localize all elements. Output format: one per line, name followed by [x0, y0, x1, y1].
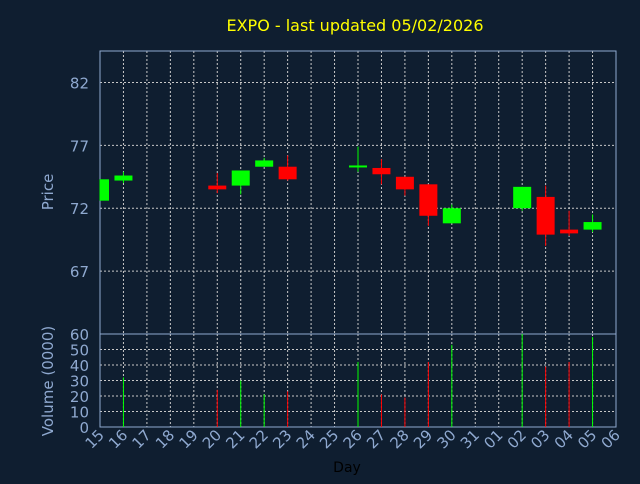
candle-body-26	[349, 165, 367, 168]
price-tick-label: 67	[70, 263, 89, 281]
candle-body-05	[583, 222, 602, 230]
candle-body-28	[395, 176, 414, 190]
candle-body-21	[231, 170, 250, 186]
volume-axis-label: Volume (0000)	[39, 326, 57, 436]
x-tick-label: 30	[433, 426, 459, 452]
price-tick-label: 72	[70, 200, 89, 218]
x-tick-label: 17	[129, 426, 155, 452]
x-tick-label: 19	[175, 426, 201, 452]
x-tick-label: 27	[363, 426, 389, 452]
candle-body-30	[442, 208, 461, 224]
x-tick-label: 29	[410, 426, 436, 452]
candle-body-29	[419, 184, 438, 216]
x-tick-label: 25	[316, 426, 342, 452]
candle-body-27	[372, 167, 391, 175]
x-tick-label: 22	[246, 426, 272, 452]
x-tick-labels: 1516171819202122232425262728293031010203…	[82, 426, 624, 452]
x-axis-label: Day	[333, 460, 361, 476]
x-tick-label: 18	[152, 426, 178, 452]
volume-bars-layer	[122, 334, 594, 427]
candle-body-23	[278, 166, 297, 180]
x-tick-label: 02	[504, 426, 530, 452]
x-tick-label: 23	[269, 426, 295, 452]
volume-tick-label: 60	[70, 326, 89, 344]
volume-tick-label: 20	[70, 388, 89, 406]
x-tick-label: 24	[293, 426, 319, 452]
x-tick-label: 28	[387, 426, 413, 452]
volume-tick-label: 50	[70, 342, 89, 360]
price-tick-label: 77	[70, 137, 89, 155]
candle-body-20	[208, 185, 227, 190]
candle-body-02	[513, 186, 532, 209]
candle-body-22	[255, 160, 274, 167]
x-tick-label: 31	[457, 426, 483, 452]
volume-tick-label: 30	[70, 373, 89, 391]
candle-body-04	[560, 229, 579, 234]
x-tick-label: 21	[222, 426, 248, 452]
price-tick-label: 82	[70, 74, 89, 92]
price-tick-labels: 67 72 77 82	[70, 74, 89, 281]
price-panel-grid	[99, 50, 617, 335]
volume-tick-label: 10	[70, 404, 89, 422]
price-axis-label: Price	[39, 174, 57, 211]
volume-tick-label: 40	[70, 357, 89, 375]
x-tick-label: 05	[574, 426, 600, 452]
volume-tick-label: 0	[79, 419, 89, 437]
candle-body-15	[100, 179, 109, 201]
x-tick-label: 04	[551, 426, 577, 452]
x-tick-label: 03	[527, 426, 553, 452]
chart-title: EXPO - last updated 05/02/2026	[226, 16, 483, 35]
x-tick-label: 26	[340, 426, 366, 452]
x-tick-label: 06	[598, 426, 624, 452]
x-tick-label: 01	[480, 426, 506, 452]
x-tick-label: 20	[199, 426, 225, 452]
candle-body-16	[114, 175, 133, 181]
x-tick-label: 16	[105, 426, 131, 452]
candle-body-03	[536, 196, 555, 235]
candles-layer	[99, 146, 602, 246]
